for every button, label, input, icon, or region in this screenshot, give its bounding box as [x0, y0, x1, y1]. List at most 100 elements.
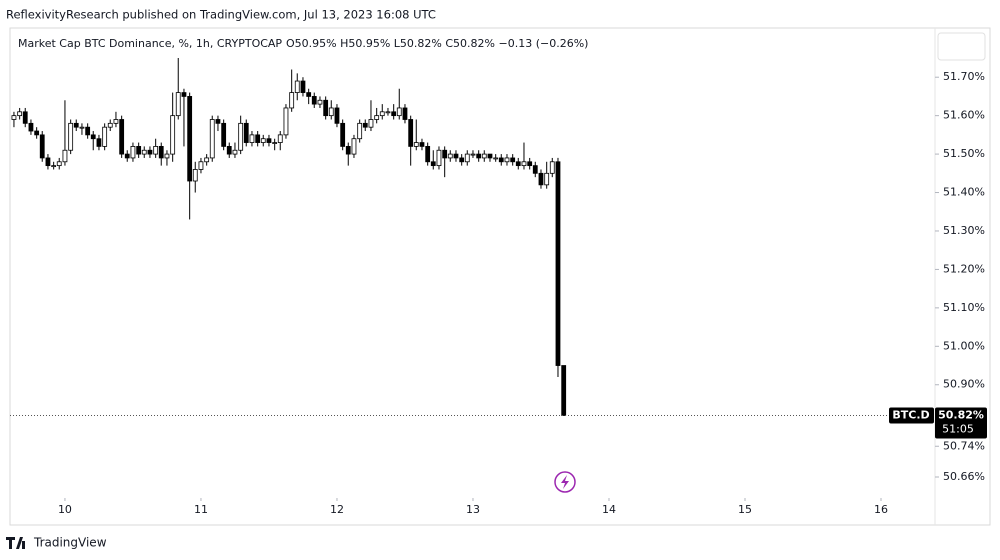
y-tick-label: 51.10%: [943, 301, 985, 314]
candle-body: [28, 122, 34, 132]
candle-body: [300, 80, 306, 93]
candle-body: [504, 157, 510, 163]
candle-body: [192, 169, 198, 182]
countdown-label: 51:05: [942, 423, 974, 436]
y-tick-label: 51.00%: [943, 339, 985, 352]
candle-body: [79, 126, 85, 129]
candle-body: [62, 149, 68, 163]
candle-body: [408, 119, 414, 147]
x-tick-label: 13: [466, 503, 480, 516]
candle-body: [73, 122, 79, 128]
y-tick-label: 51.60%: [943, 109, 985, 122]
settings-button[interactable]: [937, 32, 986, 61]
y-tick-label: 51.50%: [943, 147, 985, 160]
candle-body: [385, 111, 391, 114]
candle-body: [17, 111, 23, 117]
candle-body: [181, 92, 187, 97]
candle-body: [22, 111, 28, 124]
candle-body: [357, 122, 363, 140]
candle-body: [243, 122, 249, 143]
logo-mark: [6, 537, 25, 549]
candle-body: [493, 157, 499, 160]
candle-body: [130, 146, 136, 159]
candle-body: [391, 111, 397, 117]
candle-body: [158, 146, 164, 159]
candle-body: [113, 119, 119, 124]
candle-body: [198, 161, 204, 170]
event-bolt[interactable]: [561, 475, 569, 489]
candle-body: [136, 146, 142, 155]
candle-body: [260, 138, 266, 143]
candle-body: [266, 138, 272, 143]
candle-body: [396, 107, 402, 117]
candle-body: [442, 149, 448, 159]
publisher-header: ReflexivityResearch published on Trading…: [6, 8, 436, 22]
x-tick-label: 11: [194, 503, 208, 516]
candle-body: [476, 153, 482, 159]
candle-body: [402, 107, 408, 120]
candle-body: [56, 161, 62, 167]
x-tick-label: 10: [58, 503, 72, 516]
price-badge: [935, 407, 987, 439]
candle-body: [153, 146, 159, 155]
candle-body: [209, 119, 215, 159]
candle-body: [487, 153, 493, 159]
candle-body: [340, 122, 346, 147]
candle-body: [419, 142, 425, 147]
candle-body: [277, 134, 283, 143]
candle-body: [221, 122, 227, 147]
candle-body: [306, 92, 312, 97]
footer-text: TradingView: [33, 536, 107, 550]
candle-body: [90, 134, 96, 140]
candle-body: [226, 146, 232, 155]
candle-body: [11, 115, 17, 120]
candle-body: [283, 107, 289, 136]
candle-body: [289, 92, 295, 109]
candle-body: [498, 157, 504, 163]
y-tick-label: 51.40%: [943, 186, 985, 199]
candle-body: [34, 130, 40, 136]
candle-body: [215, 119, 221, 124]
candle-body: [345, 146, 351, 155]
candle-body: [85, 126, 91, 136]
candle-body: [175, 92, 181, 117]
x-tick-label: 14: [602, 503, 616, 516]
candle-body: [141, 149, 147, 155]
candle-body: [238, 122, 244, 151]
event-icon[interactable]: [554, 471, 576, 493]
candle-body: [170, 115, 176, 155]
candle-body: [334, 107, 340, 124]
candle-body: [255, 134, 261, 143]
candle-body: [549, 161, 555, 174]
candle-body: [510, 157, 516, 163]
y-tick-label: 51.20%: [943, 262, 985, 275]
candle-body: [379, 111, 385, 117]
candle-body: [45, 157, 51, 167]
candle-body: [311, 96, 317, 105]
candle-body: [124, 153, 130, 159]
candle-body: [187, 96, 193, 182]
candle-body: [515, 161, 521, 167]
candle-body: [164, 153, 170, 159]
candle-body: [107, 122, 113, 128]
footer-logo: [6, 537, 25, 549]
candle-body: [102, 126, 108, 147]
ohlc-legend: O50.95% H50.95% L50.82% C50.82% −0.13 (−…: [286, 37, 588, 50]
chart-title: Market Cap BTC Dominance, %, 1h, CRYPTOC…: [18, 37, 282, 50]
candle-body: [430, 161, 436, 167]
candle-body: [362, 122, 368, 128]
candle-body: [323, 99, 329, 117]
candle-body: [425, 146, 431, 163]
candle-body: [561, 365, 567, 416]
candle-body: [351, 138, 357, 155]
candle-body: [119, 119, 125, 155]
x-tick-label: 16: [874, 503, 888, 516]
candle-body: [459, 157, 465, 163]
candle-body: [249, 134, 255, 143]
candle-body: [555, 161, 561, 366]
candle-body: [39, 134, 45, 159]
candle-body: [521, 161, 527, 167]
candle-body: [232, 149, 238, 155]
